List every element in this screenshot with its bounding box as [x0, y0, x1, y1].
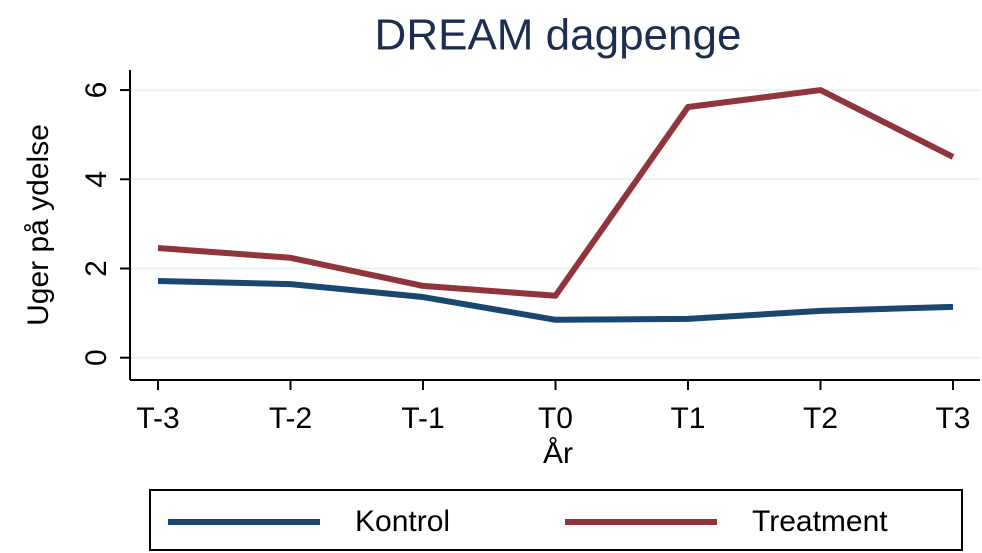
line-series [157, 277, 954, 323]
legend-label: Treatment [752, 505, 888, 538]
x-tick-label: T0 [538, 402, 573, 435]
x-tick-label: T3 [935, 402, 970, 435]
x-axis-label: År [543, 437, 573, 470]
x-tick-label: T-1 [401, 402, 444, 435]
legend-label: Kontrol [355, 505, 450, 538]
x-tick-label: T2 [803, 402, 838, 435]
line-series [157, 87, 955, 299]
y-tick-label: 2 [80, 260, 113, 277]
x-tick-label: T-3 [136, 402, 179, 435]
y-axis-label: Uger på ydelse [22, 124, 55, 326]
y-tick-label: 6 [80, 82, 113, 99]
chart-title: DREAM dagpenge [375, 11, 742, 60]
y-tick-label: 0 [80, 349, 113, 366]
x-tick-label: T1 [670, 402, 705, 435]
legend-box [149, 489, 963, 551]
y-tick-label: 4 [80, 171, 113, 188]
x-tick-label: T-2 [269, 402, 312, 435]
